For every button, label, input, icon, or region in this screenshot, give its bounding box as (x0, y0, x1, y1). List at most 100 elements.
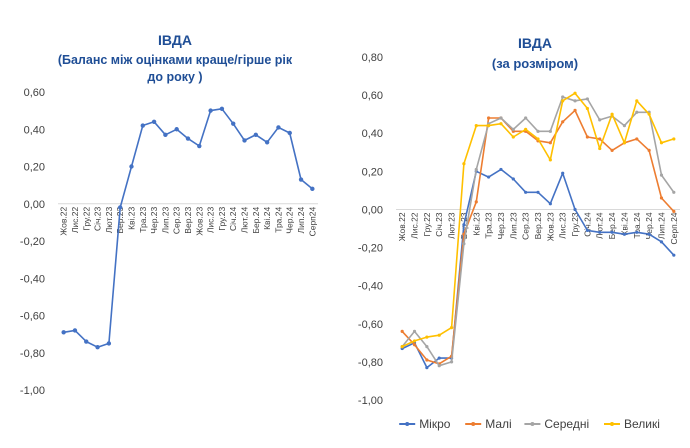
chart-right: ІВДА (за розміром) 0,80 0,60 0,40 0,20 0,00 -0,… (358, 35, 680, 431)
series-line-Мікро (401, 168, 675, 369)
x-tick-label: Лип.23 (160, 206, 170, 233)
data-point (573, 108, 577, 112)
data-point (536, 129, 540, 133)
y-tick-label: -0,80 (358, 357, 383, 369)
data-point (635, 99, 639, 103)
data-point (253, 132, 259, 138)
data-point (129, 164, 134, 169)
chart-title-line: ІВДА (158, 32, 192, 48)
x-tick-label: Вер.23 (183, 206, 193, 233)
data-point (561, 95, 565, 99)
data-point (61, 330, 66, 335)
data-point (659, 173, 664, 177)
data-point (310, 186, 315, 192)
data-point (425, 335, 429, 339)
y-tick-label: 0,40 (362, 128, 383, 140)
x-tick-label: Серп.24 (669, 212, 679, 244)
chart-left: ІВДА (Баланс між оцінками краще/гірше рік… (20, 32, 318, 397)
data-point (412, 339, 417, 343)
x-tick-label: Лип.24 (296, 206, 306, 233)
data-point (499, 122, 503, 126)
y-tick-label: -0,20 (20, 236, 45, 248)
legend-marker (471, 422, 476, 426)
data-point (462, 162, 466, 166)
data-point (598, 230, 602, 234)
data-point (659, 240, 664, 244)
data-point (548, 129, 552, 133)
data-point (208, 108, 213, 113)
data-point (647, 232, 651, 236)
data-point (437, 356, 441, 360)
x-tick-label: Вер.23 (533, 212, 543, 239)
data-point (487, 175, 491, 179)
chart-title-line: до року ) (147, 70, 202, 84)
data-point (425, 366, 429, 370)
x-tick-label: Січ.23 (434, 212, 444, 237)
y-tick-label: -0,80 (20, 348, 45, 360)
x-tick-label: Лют.23 (104, 206, 114, 233)
data-point (474, 124, 478, 128)
legend-label: Мікро (419, 417, 451, 431)
legend-label: Середні (544, 417, 589, 431)
x-tick-label: Жов.23 (545, 212, 555, 241)
data-point (561, 120, 565, 124)
data-point (610, 112, 614, 116)
data-point (425, 358, 429, 362)
x-tick-label: Чер.23 (496, 212, 506, 239)
data-point (449, 325, 454, 330)
y-tick-label: -1,00 (358, 395, 383, 407)
data-point (412, 343, 417, 347)
legend-label: Великі (624, 417, 660, 431)
x-tick-label: Бер.23 (115, 206, 125, 233)
x-tick-label: Січ.23 (93, 206, 103, 231)
data-point (437, 333, 441, 337)
data-point (635, 137, 639, 141)
data-point (659, 196, 664, 200)
x-tick-label: Бер.24 (607, 212, 617, 239)
data-point (672, 209, 676, 213)
data-point (524, 190, 528, 194)
x-tick-label: Кві.24 (619, 212, 629, 235)
y-tick-label: 0,20 (362, 166, 383, 178)
data-point (548, 202, 552, 206)
data-point (400, 345, 404, 349)
y-tick-label: 0,00 (362, 204, 383, 216)
x-tick-label: Тра.24 (632, 212, 642, 238)
x-tick-label: Лис.23 (558, 212, 568, 239)
data-point (585, 97, 589, 101)
data-point (95, 344, 100, 350)
chart-title-line: (Баланс між оцінками краще/гірше рік (58, 53, 293, 67)
x-tick-label: Кві.23 (471, 212, 481, 235)
data-point (536, 190, 540, 194)
data-point (672, 137, 676, 141)
x-tick-label: Тра.23 (138, 206, 148, 232)
y-tick-label: 0,60 (24, 87, 45, 99)
x-tick-label: Серп24 (307, 206, 317, 236)
data-point (598, 118, 602, 122)
data-point (174, 127, 179, 132)
y-tick-label: -0,60 (358, 319, 383, 331)
data-point (298, 177, 304, 182)
data-point (585, 228, 589, 233)
data-point (647, 148, 651, 152)
data-point (462, 223, 466, 227)
data-point (499, 116, 503, 120)
data-point (242, 138, 247, 143)
x-tick-label: Сер.23 (521, 212, 531, 240)
data-point (622, 141, 627, 145)
x-tick-label: Гру.22 (422, 212, 432, 236)
x-tick-label: Гру.23 (570, 212, 580, 236)
x-tick-label: Лис.23 (206, 206, 216, 233)
x-tick-label: Тра.24 (273, 206, 283, 232)
data-point (400, 329, 404, 333)
data-point (425, 345, 429, 349)
y-tick-label: -0,60 (20, 311, 45, 323)
data-point (524, 116, 528, 120)
x-tick-label: Чер.24 (644, 212, 654, 239)
x-tick-label: Лип.23 (508, 212, 518, 239)
x-tick-label: Жов.22 (59, 206, 69, 235)
x-tick-label: Лют.23 (447, 212, 457, 239)
y-tick-label: 0,40 (24, 124, 45, 136)
data-point (598, 146, 602, 151)
